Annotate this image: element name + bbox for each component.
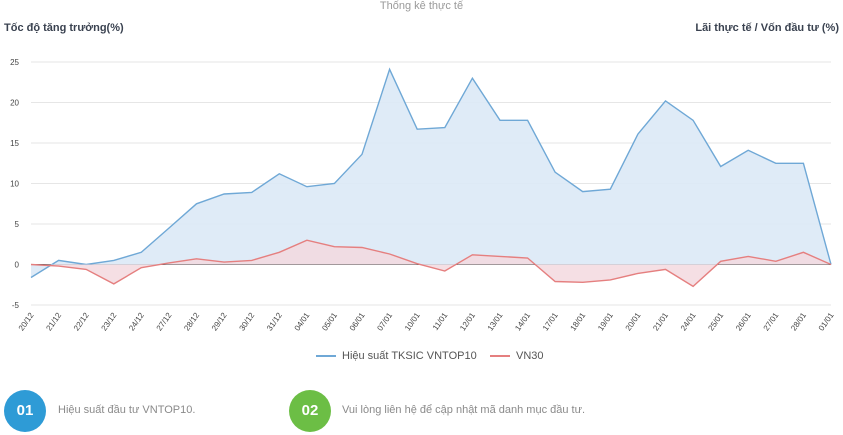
legend-label-vn30: VN30 — [516, 350, 544, 362]
x-tick-label: 27/01 — [762, 311, 781, 333]
x-tick-label: 18/01 — [569, 311, 588, 333]
x-tick-label: 25/01 — [706, 311, 725, 333]
series-area-vntop10 — [31, 69, 831, 278]
x-tick-label: 06/01 — [348, 311, 367, 333]
y-tick-label: 0 — [15, 261, 20, 270]
x-tick-label: 19/01 — [596, 311, 615, 333]
badge-number-01: 01 — [4, 390, 46, 432]
x-tick-label: 14/01 — [513, 311, 532, 333]
x-tick-label: 04/01 — [293, 311, 312, 333]
y-tick-label: 5 — [15, 220, 20, 229]
x-tick-label: 27/12 — [155, 311, 174, 333]
x-tick-label: 24/12 — [127, 311, 146, 333]
x-tick-label: 28/12 — [182, 311, 201, 333]
x-tick-label: 26/01 — [734, 311, 753, 333]
growth-chart: -5 0 5 10 15 20 25 20/12 21/12 22/12 23/12 24/12 27/… — [10, 58, 836, 333]
x-tick-label: 24/01 — [679, 311, 698, 333]
left-axis-title: Tốc độ tăng trưởng(%) — [4, 22, 124, 34]
x-tick-label: 20/12 — [17, 311, 36, 333]
x-tick-label: 20/01 — [624, 311, 643, 333]
y-tick-label: 10 — [10, 180, 19, 189]
x-tick-label: 31/12 — [265, 311, 284, 333]
page-title: Thống kê thực tế — [379, 0, 464, 12]
legend-item-vn30[interactable]: VN30 — [490, 350, 544, 362]
chart-legend: Hiệu suất TKSIC VNTOP10 VN30 — [0, 350, 843, 366]
x-tick-label: 11/01 — [431, 311, 450, 333]
y-tick-label: 15 — [10, 139, 19, 148]
x-tick-label: 07/01 — [375, 311, 394, 333]
legend-label-vntop10: Hiệu suất TKSIC VNTOP10 — [342, 350, 477, 362]
x-tick-label: 01/01 — [817, 311, 836, 333]
x-tick-label: 05/01 — [320, 311, 339, 333]
x-tick-label: 22/12 — [72, 311, 91, 333]
right-axis-title: Lãi thực tế / Vốn đầu tư (%) — [695, 22, 839, 34]
y-tick-label: -5 — [12, 301, 20, 310]
legend-swatch-vn30 — [490, 355, 510, 357]
x-tick-label: 13/01 — [486, 311, 505, 333]
x-tick-label: 23/12 — [100, 311, 119, 333]
x-tick-label: 30/12 — [237, 311, 256, 333]
badge-text-01: Hiệu suất đầu tư VNTOP10. — [58, 404, 196, 416]
badge-number-02: 02 — [289, 390, 331, 432]
x-tick-label: 10/01 — [403, 311, 422, 333]
x-tick-label: 17/01 — [541, 311, 560, 333]
legend-swatch-vntop10 — [316, 355, 336, 357]
x-tick-label: 21/01 — [651, 311, 670, 333]
x-tick-label: 28/01 — [789, 311, 808, 333]
legend-item-vntop10[interactable]: Hiệu suất TKSIC VNTOP10 — [316, 350, 477, 362]
x-tick-label: 12/01 — [458, 311, 477, 333]
series-line-vn30 — [30, 239, 832, 288]
x-tick-label: 21/12 — [44, 311, 63, 333]
badge-text-02: Vui lòng liên hệ để cập nhật mã danh mục… — [342, 404, 586, 416]
y-tick-label: 20 — [10, 99, 19, 108]
series-line-vntop10 — [30, 67, 832, 279]
y-tick-label: 25 — [10, 58, 19, 67]
x-tick-label: 29/12 — [210, 311, 229, 333]
